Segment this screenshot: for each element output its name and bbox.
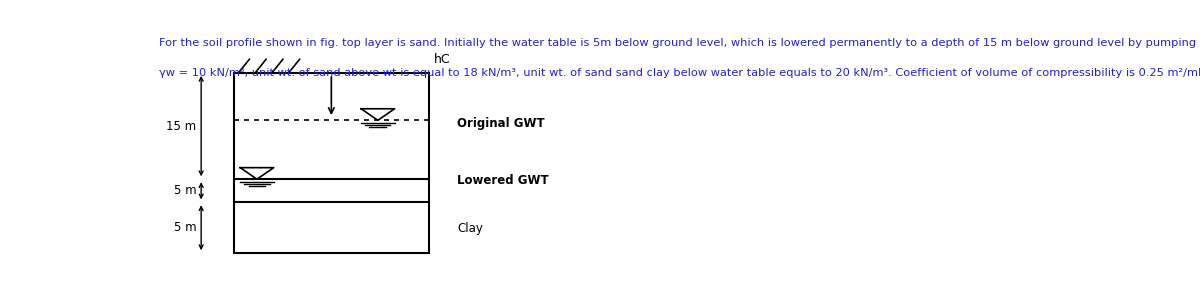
Text: 5 m: 5 m [174, 221, 197, 234]
Text: Original GWT: Original GWT [457, 117, 545, 130]
Text: hC: hC [433, 53, 450, 66]
Text: 5 m: 5 m [174, 184, 197, 197]
Text: Lowered GWT: Lowered GWT [457, 174, 548, 187]
Text: For the soil profile shown in fig. top layer is sand. Initially the water table : For the soil profile shown in fig. top l… [160, 38, 1200, 48]
Text: 15 m: 15 m [167, 120, 197, 133]
Text: Clay: Clay [457, 222, 482, 236]
Text: γw = 10 kN/m³, unit wt. of sand above wt is equal to 18 kN/m³, unit wt. of sand : γw = 10 kN/m³, unit wt. of sand above wt… [160, 68, 1200, 78]
